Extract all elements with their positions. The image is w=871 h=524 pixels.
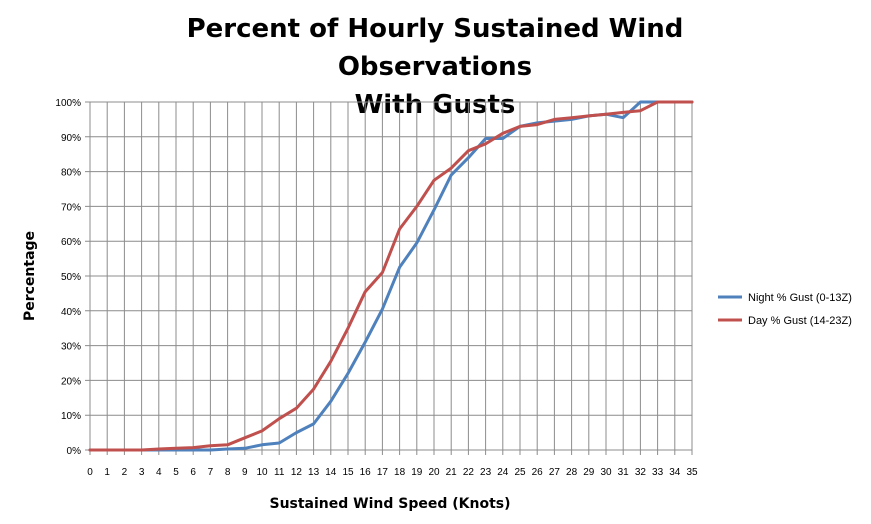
x-tick-label: 4 (156, 467, 162, 478)
x-tick-label: 27 (549, 467, 561, 478)
y-tick-label: 60% (61, 237, 81, 248)
series-line-2 (88, 100, 694, 452)
gridlines (85, 101, 693, 451)
y-tick-label: 80% (61, 168, 81, 179)
x-tick-label: 31 (618, 467, 630, 478)
legend-entry-1: Night % Gust (0-13Z) (748, 292, 852, 304)
chart-title-line-2: With Gusts (354, 90, 516, 120)
x-tick-label: 0 (87, 467, 93, 478)
x-tick-label: 7 (208, 467, 214, 478)
x-tick-label: 14 (325, 467, 337, 478)
x-tick-label: 12 (291, 467, 303, 478)
series-lines (88, 100, 694, 452)
legend: Night % Gust (0-13Z) Day % Gust (14-23Z) (718, 292, 852, 327)
x-tick-label: 11 (274, 467, 285, 478)
x-tick-label: 34 (669, 467, 681, 478)
x-tick-label: 17 (377, 467, 389, 478)
y-tick-label: 20% (61, 376, 81, 387)
x-tick-label: 10 (256, 467, 268, 478)
x-tick-label: 5 (173, 467, 179, 478)
x-tick-label: 1 (104, 467, 110, 478)
y-tick-label: 10% (61, 411, 81, 422)
chart-title-line-1: Percent of Hourly Sustained Wind Observa… (186, 14, 684, 82)
x-tick-label: 32 (635, 467, 647, 478)
y-tick-label: 50% (61, 272, 81, 283)
x-axis-label: Sustained Wind Speed (Knots) (269, 496, 510, 512)
y-axis-label: Percentage (22, 231, 38, 321)
x-tick-label: 8 (225, 467, 231, 478)
y-tick-label: 70% (61, 202, 81, 213)
x-tick-label: 20 (428, 467, 440, 478)
legend-entry-2: Day % Gust (14-23Z) (748, 315, 852, 327)
y-tick-labels: 0% 10% 20% 30% 40% 50% 60% 70% 80% 90% 100% (55, 98, 81, 457)
x-tick-label: 24 (497, 467, 509, 478)
x-tick-label: 6 (190, 467, 196, 478)
x-tick-label: 28 (566, 467, 578, 478)
x-tick-label: 30 (600, 467, 612, 478)
x-tick-label: 19 (411, 467, 423, 478)
y-tick-label: 0% (67, 446, 82, 457)
x-tick-label: 26 (532, 467, 544, 478)
x-tick-label: 18 (394, 467, 406, 478)
x-tick-label: 15 (342, 467, 354, 478)
axes (89, 102, 693, 455)
x-tick-label: 35 (686, 467, 698, 478)
y-tick-label: 100% (55, 98, 81, 109)
x-tick-label: 23 (480, 467, 492, 478)
x-tick-label: 9 (242, 467, 248, 478)
x-tick-label: 13 (308, 467, 320, 478)
chart-title: Percent of Hourly Sustained Wind Observa… (90, 10, 780, 124)
x-tick-label: 25 (514, 467, 526, 478)
y-tick-label: 90% (61, 133, 81, 144)
y-tick-label: 40% (61, 307, 81, 318)
x-tick-label: 22 (463, 467, 475, 478)
x-tick-label: 33 (652, 467, 664, 478)
y-tick-label: 30% (61, 342, 81, 353)
x-tick-label: 29 (583, 467, 595, 478)
x-tick-label: 21 (446, 467, 458, 478)
x-tick-label: 16 (360, 467, 372, 478)
x-tick-labels: 0 1 2 3 4 5 6 7 8 9 10 11 12 13 14 15 16 17 18 19 20 21 22 23 24… (87, 467, 698, 478)
x-tick-label: 2 (122, 467, 128, 478)
x-tick-label: 3 (139, 467, 145, 478)
